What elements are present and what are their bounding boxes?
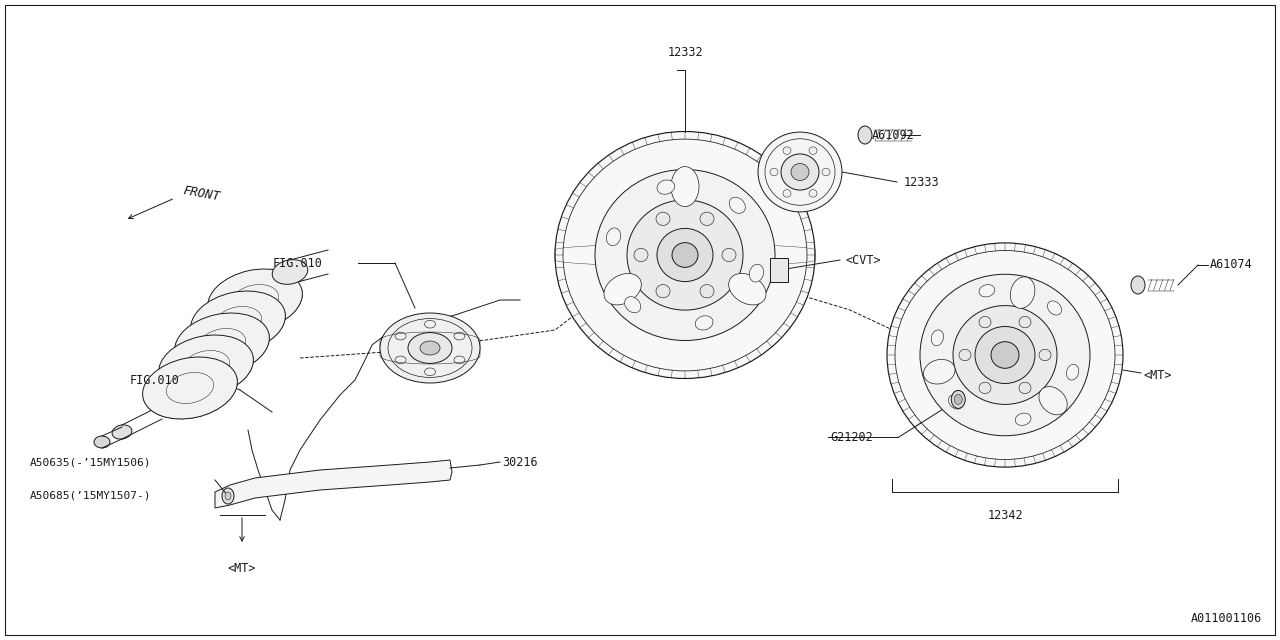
Ellipse shape — [1132, 276, 1146, 294]
Ellipse shape — [657, 228, 713, 282]
Ellipse shape — [749, 264, 764, 282]
Ellipse shape — [273, 260, 307, 284]
Ellipse shape — [1039, 387, 1068, 415]
Ellipse shape — [380, 313, 480, 383]
Ellipse shape — [1015, 413, 1030, 426]
Ellipse shape — [607, 228, 621, 246]
Text: 30216: 30216 — [502, 456, 538, 468]
Ellipse shape — [221, 488, 234, 504]
Polygon shape — [215, 460, 452, 508]
Ellipse shape — [948, 395, 963, 409]
Ellipse shape — [207, 269, 302, 331]
Ellipse shape — [1039, 349, 1051, 361]
Text: <CVT>: <CVT> — [845, 253, 881, 266]
Text: <MT>: <MT> — [1143, 369, 1171, 381]
Polygon shape — [771, 258, 788, 282]
Ellipse shape — [700, 285, 714, 298]
Ellipse shape — [722, 248, 736, 262]
Ellipse shape — [783, 189, 791, 197]
Text: 12342: 12342 — [987, 509, 1023, 522]
Ellipse shape — [408, 333, 452, 364]
Text: FRONT: FRONT — [182, 184, 221, 204]
Text: A61092: A61092 — [872, 129, 915, 141]
Text: FIG.010: FIG.010 — [273, 257, 323, 269]
Ellipse shape — [174, 313, 269, 375]
Ellipse shape — [634, 248, 648, 262]
Ellipse shape — [791, 163, 809, 180]
Text: A61074: A61074 — [1210, 259, 1253, 271]
Ellipse shape — [556, 131, 815, 378]
Ellipse shape — [695, 316, 713, 330]
Ellipse shape — [955, 394, 963, 404]
Text: A50635(-’15MY1506): A50635(-’15MY1506) — [29, 457, 151, 467]
Ellipse shape — [771, 168, 778, 176]
Ellipse shape — [1010, 277, 1036, 308]
Text: 12333: 12333 — [904, 175, 940, 189]
Ellipse shape — [783, 147, 791, 154]
Ellipse shape — [991, 342, 1019, 368]
Ellipse shape — [420, 341, 440, 355]
Ellipse shape — [758, 132, 842, 212]
Ellipse shape — [954, 306, 1057, 404]
Ellipse shape — [932, 330, 943, 346]
Ellipse shape — [671, 166, 699, 207]
Text: A50685(’15MY1507-): A50685(’15MY1507-) — [29, 490, 151, 500]
Ellipse shape — [159, 335, 253, 397]
Text: <MT>: <MT> — [228, 561, 256, 575]
Ellipse shape — [113, 425, 132, 439]
Ellipse shape — [728, 273, 765, 305]
Ellipse shape — [1019, 316, 1030, 328]
Ellipse shape — [625, 297, 641, 313]
Ellipse shape — [975, 326, 1036, 383]
Ellipse shape — [657, 212, 669, 225]
Ellipse shape — [627, 200, 742, 310]
Ellipse shape — [979, 316, 991, 328]
Text: FIG.010: FIG.010 — [131, 374, 180, 387]
Ellipse shape — [951, 390, 965, 408]
Ellipse shape — [1019, 382, 1030, 394]
Ellipse shape — [595, 170, 774, 340]
Ellipse shape — [1066, 364, 1079, 380]
Ellipse shape — [657, 285, 669, 298]
Ellipse shape — [781, 154, 819, 190]
Ellipse shape — [809, 147, 817, 154]
Text: G21202: G21202 — [831, 431, 873, 444]
Ellipse shape — [979, 285, 995, 297]
Ellipse shape — [142, 357, 237, 419]
Ellipse shape — [887, 243, 1123, 467]
Ellipse shape — [1047, 301, 1061, 315]
Text: A011001106: A011001106 — [1190, 611, 1262, 625]
Ellipse shape — [700, 212, 714, 225]
Text: 12332: 12332 — [667, 45, 703, 58]
Ellipse shape — [920, 275, 1091, 436]
Ellipse shape — [604, 273, 641, 305]
Ellipse shape — [730, 197, 745, 213]
Ellipse shape — [93, 436, 110, 448]
Ellipse shape — [822, 168, 829, 176]
Ellipse shape — [809, 189, 817, 197]
Ellipse shape — [657, 180, 675, 195]
Ellipse shape — [225, 492, 230, 500]
Ellipse shape — [959, 349, 972, 361]
Ellipse shape — [191, 291, 285, 353]
Ellipse shape — [979, 382, 991, 394]
Ellipse shape — [858, 126, 872, 144]
Ellipse shape — [924, 360, 955, 384]
Ellipse shape — [672, 243, 698, 268]
